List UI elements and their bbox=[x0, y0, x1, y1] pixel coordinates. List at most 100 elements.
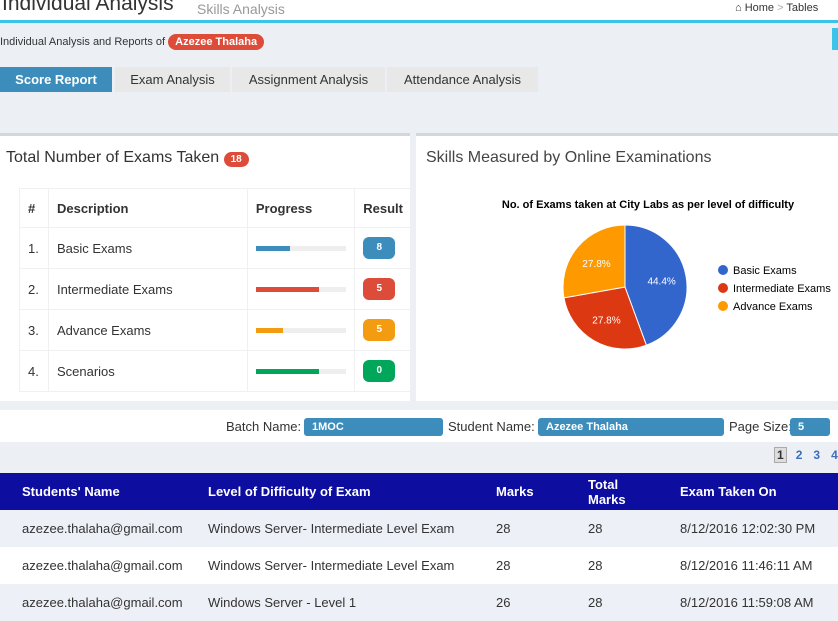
description: Scenarios bbox=[47, 350, 248, 392]
exams-panel: Total Number of Exams Taken 18 # Descript… bbox=[0, 133, 412, 401]
cell: 28 bbox=[588, 521, 603, 536]
row-index: 4. bbox=[19, 350, 49, 392]
breadcrumb-link[interactable]: Tables bbox=[786, 2, 819, 14]
progress-bar bbox=[255, 245, 291, 251]
table-row: azezee.thalaha@gmail.com Windows Server -… bbox=[0, 584, 838, 621]
progress-bar bbox=[255, 327, 283, 333]
result-badge: 0 bbox=[363, 360, 396, 382]
cell: azezee.thalaha@gmail.com bbox=[22, 558, 183, 573]
count-badge: 18 bbox=[223, 152, 249, 167]
legend-marker bbox=[718, 283, 728, 293]
progress-cell bbox=[246, 268, 356, 310]
page-size-select[interactable]: 5 bbox=[790, 418, 830, 436]
description: Intermediate Exams bbox=[47, 268, 248, 310]
result-cell: 8 bbox=[354, 227, 412, 269]
intro-text: Individual Analysis and Reports of bbox=[0, 36, 166, 48]
breadcrumb-link[interactable]: Home bbox=[744, 2, 775, 14]
row-index: 3. bbox=[19, 309, 49, 351]
intro: Individual Analysis and Reports of Azeze… bbox=[0, 34, 265, 50]
cell: azezee.thalaha@gmail.com bbox=[22, 595, 183, 610]
header: Individual Analysis Skills Analysis ⌂ Ho… bbox=[0, 0, 838, 23]
result-badge: 5 bbox=[363, 319, 396, 341]
slice-label: 44.4% bbox=[647, 276, 675, 287]
row-index: 1. bbox=[19, 227, 49, 269]
progress-cell bbox=[246, 350, 356, 392]
page-link[interactable]: 3 bbox=[813, 448, 821, 462]
result-badge: 8 bbox=[363, 237, 396, 259]
progress-track bbox=[255, 368, 347, 374]
tab[interactable]: Attendance Analysis bbox=[387, 67, 538, 92]
slice-label: 27.8% bbox=[582, 259, 610, 270]
page-subtitle: Skills Analysis bbox=[197, 1, 285, 17]
pie-chart: No. of Exams taken at City Labs as per l… bbox=[502, 199, 831, 350]
progress-bar bbox=[255, 368, 320, 374]
result-cell: 5 bbox=[354, 309, 412, 351]
separator: > bbox=[777, 2, 784, 14]
cell: 8/12/2016 12:02:30 PM bbox=[680, 521, 816, 536]
student-badge: Azezee Thalaha bbox=[168, 34, 265, 50]
cell: azezee.thalaha@gmail.com bbox=[22, 521, 183, 536]
cell: Windows Server- Intermediate Level Exam bbox=[208, 521, 455, 536]
column-header: Students' Name bbox=[22, 484, 120, 499]
page-link[interactable]: 1 bbox=[774, 447, 787, 463]
label: Batch Name: bbox=[226, 419, 302, 434]
page-link[interactable]: 4 bbox=[831, 448, 838, 462]
pie-slice bbox=[624, 224, 688, 346]
filters: Batch Name: 1MOC Student Name: Azezee Th… bbox=[0, 410, 838, 442]
table-row: 1. Basic Exams 8 bbox=[19, 227, 412, 269]
column-header: Total Marks bbox=[588, 476, 626, 507]
cell: 26 bbox=[496, 595, 511, 610]
table-row: azezee.thalaha@gmail.com Windows Server- … bbox=[0, 547, 838, 584]
table-row: 3. Advance Exams 5 bbox=[19, 309, 412, 351]
page-title: Individual Analysis bbox=[2, 0, 174, 15]
tab[interactable]: Exam Analysis bbox=[115, 67, 230, 92]
label: Page Size: bbox=[729, 419, 792, 434]
legend-marker bbox=[718, 301, 728, 311]
page-link[interactable]: 2 bbox=[795, 448, 803, 462]
header-row: Students' Name Level of Difficulty of Exa… bbox=[0, 473, 838, 510]
column-header: Result bbox=[354, 188, 412, 228]
panel-title: Skills Measured by Online Examinations bbox=[426, 149, 712, 166]
result-cell: 5 bbox=[354, 268, 412, 310]
student-select[interactable]: Azezee Thalaha bbox=[538, 418, 724, 436]
cell: 8/12/2016 11:46:11 AM bbox=[680, 558, 813, 573]
panel-title: Total Number of Exams Taken 18 bbox=[6, 149, 249, 167]
results-table: Students' Name Level of Difficulty of Exa… bbox=[0, 473, 838, 621]
cell: 28 bbox=[588, 558, 603, 573]
result-badge: 5 bbox=[363, 278, 396, 300]
progress-track bbox=[255, 286, 347, 292]
column-header: Exam Taken On bbox=[680, 484, 777, 499]
skills-panel: Skills Measured by Online Examinations N… bbox=[416, 133, 838, 401]
result-cell: 0 bbox=[354, 350, 412, 392]
tab[interactable]: Score Report bbox=[0, 67, 112, 92]
table-row: azezee.thalaha@gmail.com Windows Server- … bbox=[0, 510, 838, 547]
legend-label: Advance Exams bbox=[733, 301, 813, 313]
tab[interactable]: Assignment Analysis bbox=[232, 67, 385, 92]
legend-marker bbox=[718, 265, 728, 275]
progress-track bbox=[255, 245, 347, 251]
label: Student Name: bbox=[448, 419, 535, 434]
table-row: 2. Intermediate Exams 5 bbox=[19, 268, 412, 310]
batch-select[interactable]: 1MOC bbox=[304, 418, 443, 436]
cell: Windows Server - Level 1 bbox=[208, 595, 357, 610]
description: Basic Exams bbox=[47, 227, 248, 269]
button[interactable] bbox=[832, 28, 838, 50]
column-header: Progress bbox=[246, 188, 356, 228]
column-header: Level of Difficulty of Exam bbox=[208, 484, 371, 499]
breadcrumb: ⌂ Home > Tables bbox=[735, 2, 819, 14]
progress-track bbox=[255, 327, 347, 333]
progress-cell bbox=[246, 227, 356, 269]
pie-slice bbox=[563, 286, 648, 350]
slice-label: 27.8% bbox=[592, 315, 620, 326]
column-header: Marks bbox=[496, 484, 534, 499]
progress-bar bbox=[255, 286, 320, 292]
legend-label: Basic Exams bbox=[733, 265, 797, 277]
legend-label: Intermediate Exams bbox=[733, 283, 831, 295]
column-header: # bbox=[19, 188, 49, 228]
cell: 28 bbox=[588, 595, 603, 610]
description: Advance Exams bbox=[47, 309, 248, 351]
title-text: Total Number of Exams Taken bbox=[6, 149, 220, 166]
exams-table: # Description Progress Result 1. Basic Exams 8… bbox=[19, 188, 412, 392]
